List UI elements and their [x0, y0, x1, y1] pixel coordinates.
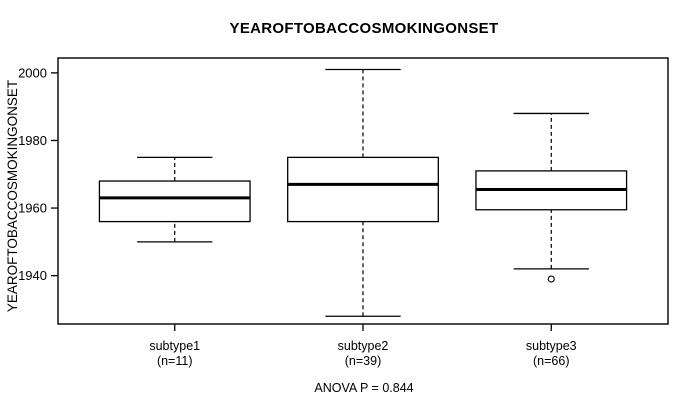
category-label: subtype3 [526, 339, 577, 353]
y-tick-label: 1980 [18, 133, 47, 148]
boxplot-subtype2 [287, 68, 439, 317]
boxplot-subtype3 [475, 112, 628, 283]
y-tick-label: 1960 [18, 201, 47, 216]
anova-annotation: ANOVA P = 0.844 [314, 381, 413, 395]
iqr-box [287, 156, 439, 223]
category-sublabel: (n=66) [533, 354, 569, 368]
y-axis-title: YEAROFTOBACCOSMOKINGONSET [5, 80, 20, 312]
y-axis-ticks: 1940 1960 1980 2000 [18, 65, 58, 283]
outlier-point [547, 275, 555, 283]
category-label: subtype2 [338, 339, 389, 353]
category-sublabel: (n=11) [157, 354, 193, 368]
category-label: subtype1 [149, 339, 200, 353]
category-sublabel: (n=39) [345, 354, 381, 368]
y-tick-label: 2000 [18, 65, 47, 80]
chart-title: YEAROFTOBACCOSMOKINGONSET [230, 20, 499, 37]
iqr-box [98, 180, 251, 223]
boxplot-subtype1 [98, 156, 251, 243]
x-axis-ticks: subtype1(n=11) subtype2(n=39) subtype3(n=6… [149, 324, 577, 368]
y-tick-label: 1940 [18, 268, 47, 283]
boxplot-series [98, 68, 628, 317]
